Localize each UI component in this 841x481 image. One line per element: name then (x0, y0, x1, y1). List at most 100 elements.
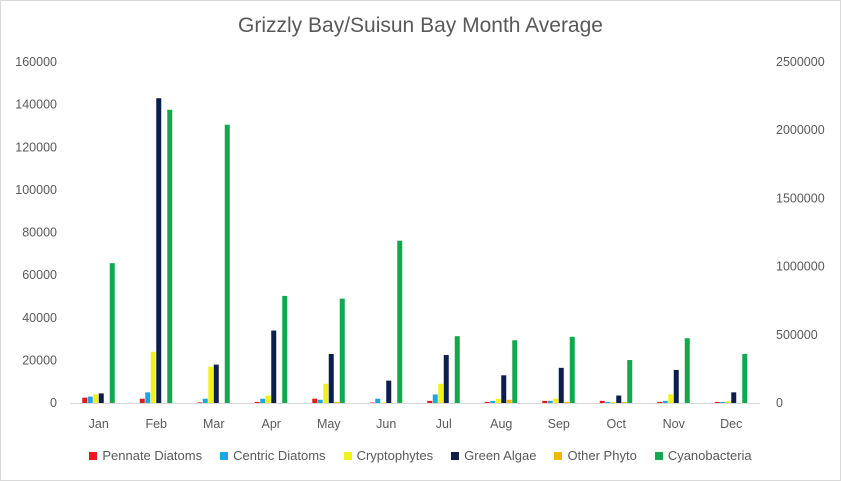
bar-cryptophytes-nov (668, 394, 674, 403)
bar-centric-diatoms-jan (87, 396, 93, 403)
legend-label: Other Phyto (567, 448, 637, 463)
y-left-tick-label: 20000 (22, 353, 57, 367)
bar-pennate-diatoms-nov (657, 401, 663, 403)
legend-item-cyanobacteria: Cyanobacteria (654, 448, 752, 463)
legend-swatch (554, 451, 563, 460)
bar-green-algae-may (328, 353, 334, 403)
bar-centric-diatoms-jul (432, 394, 438, 403)
bar-cyanobacteria-nov (684, 338, 690, 403)
x-tick-label: Aug (490, 417, 512, 431)
bar-centric-diatoms-apr (260, 398, 266, 403)
x-tick-label: Mar (203, 417, 225, 431)
y-left-tick-label: 100000 (15, 183, 57, 197)
y-right-tick-label: 2000000 (776, 123, 825, 137)
legend-item-cryptophytes: Cryptophytes (343, 448, 434, 463)
bar-pennate-diatoms-mar (197, 402, 203, 403)
bar-green-algae-aug (501, 375, 507, 403)
bar-cyanobacteria-aug (512, 340, 518, 403)
x-tick-label: Oct (607, 417, 627, 431)
bar-pennate-diatoms-jul (427, 400, 433, 403)
x-tick-label: Nov (663, 417, 686, 431)
y-right-tick-label: 2500000 (776, 55, 825, 69)
bar-pennate-diatoms-aug (484, 401, 490, 403)
x-tick-label: May (317, 417, 341, 431)
legend: Pennate Diatoms Centric Diatoms Cryptophyt… (0, 448, 841, 463)
y-left-tick-label: 160000 (15, 55, 57, 69)
bar-centric-diatoms-dec (720, 401, 726, 403)
bar-cryptophytes-jun (380, 402, 386, 403)
bar-cyanobacteria-oct (627, 360, 633, 403)
bar-green-algae-mar (213, 364, 219, 403)
legend-item-green-algae: Green Algae (451, 448, 536, 463)
bar-green-algae-oct (616, 395, 622, 403)
legend-label: Green Algae (464, 448, 537, 463)
y-left-tick-label: 60000 (22, 268, 57, 282)
y-right-tick-label: 0 (776, 396, 783, 410)
bar-green-algae-jul (443, 355, 449, 403)
bar-green-algae-dec (731, 392, 737, 403)
bar-cyanobacteria-apr (282, 295, 288, 403)
bar-centric-diatoms-aug (490, 400, 496, 403)
y-left-tick-label: 80000 (22, 226, 57, 240)
bar-cyanobacteria-may (339, 298, 345, 403)
bar-pennate-diatoms-apr (254, 401, 260, 403)
x-tick-label: Dec (720, 417, 742, 431)
bar-cryptophytes-apr (265, 395, 271, 403)
bar-centric-diatoms-jun (375, 398, 381, 403)
bar-centric-diatoms-sep (547, 400, 553, 403)
bar-cyanobacteria-sep (569, 336, 575, 403)
legend-swatch (654, 451, 663, 460)
y-left-tick-label: 40000 (22, 311, 57, 325)
y-left-tick-label: 0 (50, 396, 57, 410)
legend-item-pennate-diatoms: Pennate Diatoms (89, 448, 202, 463)
bar-centric-diatoms-feb (145, 392, 151, 403)
bar-cyanobacteria-jun (397, 240, 403, 403)
x-tick-label: Apr (262, 417, 281, 431)
bar-other-phyto-may (334, 401, 340, 403)
bar-pennate-diatoms-oct (599, 400, 605, 403)
y-left-tick-label: 140000 (15, 98, 57, 112)
bar-cryptophytes-jan (93, 394, 99, 403)
bar-pennate-diatoms-sep (542, 400, 548, 403)
bar-green-algae-nov (673, 369, 679, 403)
bar-green-algae-jun (386, 380, 392, 403)
bar-pennate-diatoms-feb (139, 398, 145, 403)
legend-swatch (220, 451, 229, 460)
bar-centric-diatoms-oct (605, 401, 611, 403)
legend-label: Centric Diatoms (233, 448, 326, 463)
bar-green-algae-jan (98, 393, 104, 403)
bar-cyanobacteria-dec (742, 353, 748, 403)
x-tick-label: Feb (145, 417, 167, 431)
bar-centric-diatoms-nov (662, 400, 668, 403)
legend-label: Cyanobacteria (667, 448, 752, 463)
bar-centric-diatoms-mar (202, 398, 208, 403)
legend-label: Cryptophytes (356, 448, 434, 463)
bar-other-phyto-oct (621, 401, 627, 403)
legend-swatch (343, 451, 352, 460)
bar-cyanobacteria-mar (224, 124, 230, 403)
y-right-tick-label: 500000 (776, 328, 818, 342)
bar-cryptophytes-feb (150, 351, 156, 403)
bar-cryptophytes-sep (553, 398, 559, 403)
legend-item-centric-diatoms: Centric Diatoms (220, 448, 326, 463)
bar-pennate-diatoms-dec (714, 401, 720, 403)
bar-cyanobacteria-jul (454, 336, 460, 403)
legend-swatch (451, 451, 460, 460)
x-tick-label: Jul (436, 417, 452, 431)
bar-pennate-diatoms-may (312, 398, 318, 403)
y-right-tick-label: 1000000 (776, 260, 825, 274)
bar-centric-diatoms-may (317, 399, 323, 403)
y-right-tick-label: 1500000 (776, 191, 825, 205)
bar-green-algae-apr (271, 330, 277, 403)
legend-item-other-phyto: Other Phyto (554, 448, 637, 463)
bar-green-algae-sep (558, 367, 564, 403)
bar-cyanobacteria-jan (109, 263, 115, 403)
bar-cryptophytes-dec (725, 401, 731, 403)
x-tick-label: Jan (89, 417, 109, 431)
x-tick-label: Sep (548, 417, 570, 431)
bar-pennate-diatoms-jan (82, 397, 88, 403)
legend-label: Pennate Diatoms (102, 448, 203, 463)
bar-other-phyto-sep (564, 401, 570, 403)
bar-green-algae-feb (156, 98, 162, 403)
